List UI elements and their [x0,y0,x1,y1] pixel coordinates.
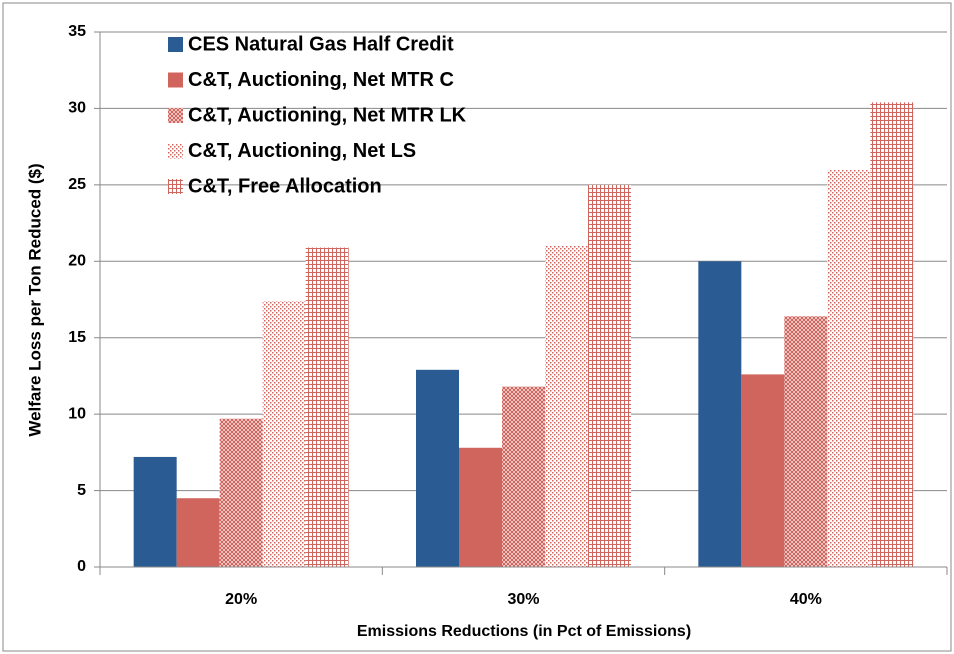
bar [784,316,828,567]
y-tick-label: 0 [77,558,86,575]
legend-label: C&T, Auctioning, Net MTR C [188,69,454,91]
bar [545,246,588,567]
legend-label: CES Natural Gas Half Credit [188,33,454,55]
x-axis-title: Emissions Reductions (in Pct of Emission… [357,623,691,640]
bar [305,247,349,567]
legend-swatch [168,108,183,123]
legend-label: C&T, Auctioning, Net LS [188,140,416,162]
y-tick-label: 25 [68,176,86,193]
legend-swatch [168,72,183,88]
bar [741,374,785,567]
y-tick-label: 10 [68,405,86,422]
bar [502,386,545,567]
y-tick-label: 15 [68,329,86,346]
legend-swatch [168,37,183,52]
bar [827,169,871,568]
y-tick-label: 20 [68,253,86,270]
legend-label: C&T, Auctioning, Net MTR LK [188,104,467,126]
legend-swatch [168,179,183,194]
bar [176,498,220,567]
y-axis-title: Welfare Loss per Ton Reduced ($) [25,163,44,436]
bar [133,456,177,567]
y-tick-label: 30 [68,100,86,117]
legend-swatch [168,143,183,159]
bar [459,447,502,567]
y-tick-label: 35 [68,23,86,40]
bar [698,261,742,567]
bar [416,369,459,567]
legend-label: C&T, Free Allocation [188,175,382,197]
x-tick-label: 30% [507,591,539,608]
bar [262,301,306,567]
y-tick-label: 5 [77,482,86,499]
bar [219,418,263,567]
x-tick-label: 40% [790,591,822,608]
bar [870,102,914,568]
bar [588,184,631,567]
x-tick-label: 20% [225,591,257,608]
